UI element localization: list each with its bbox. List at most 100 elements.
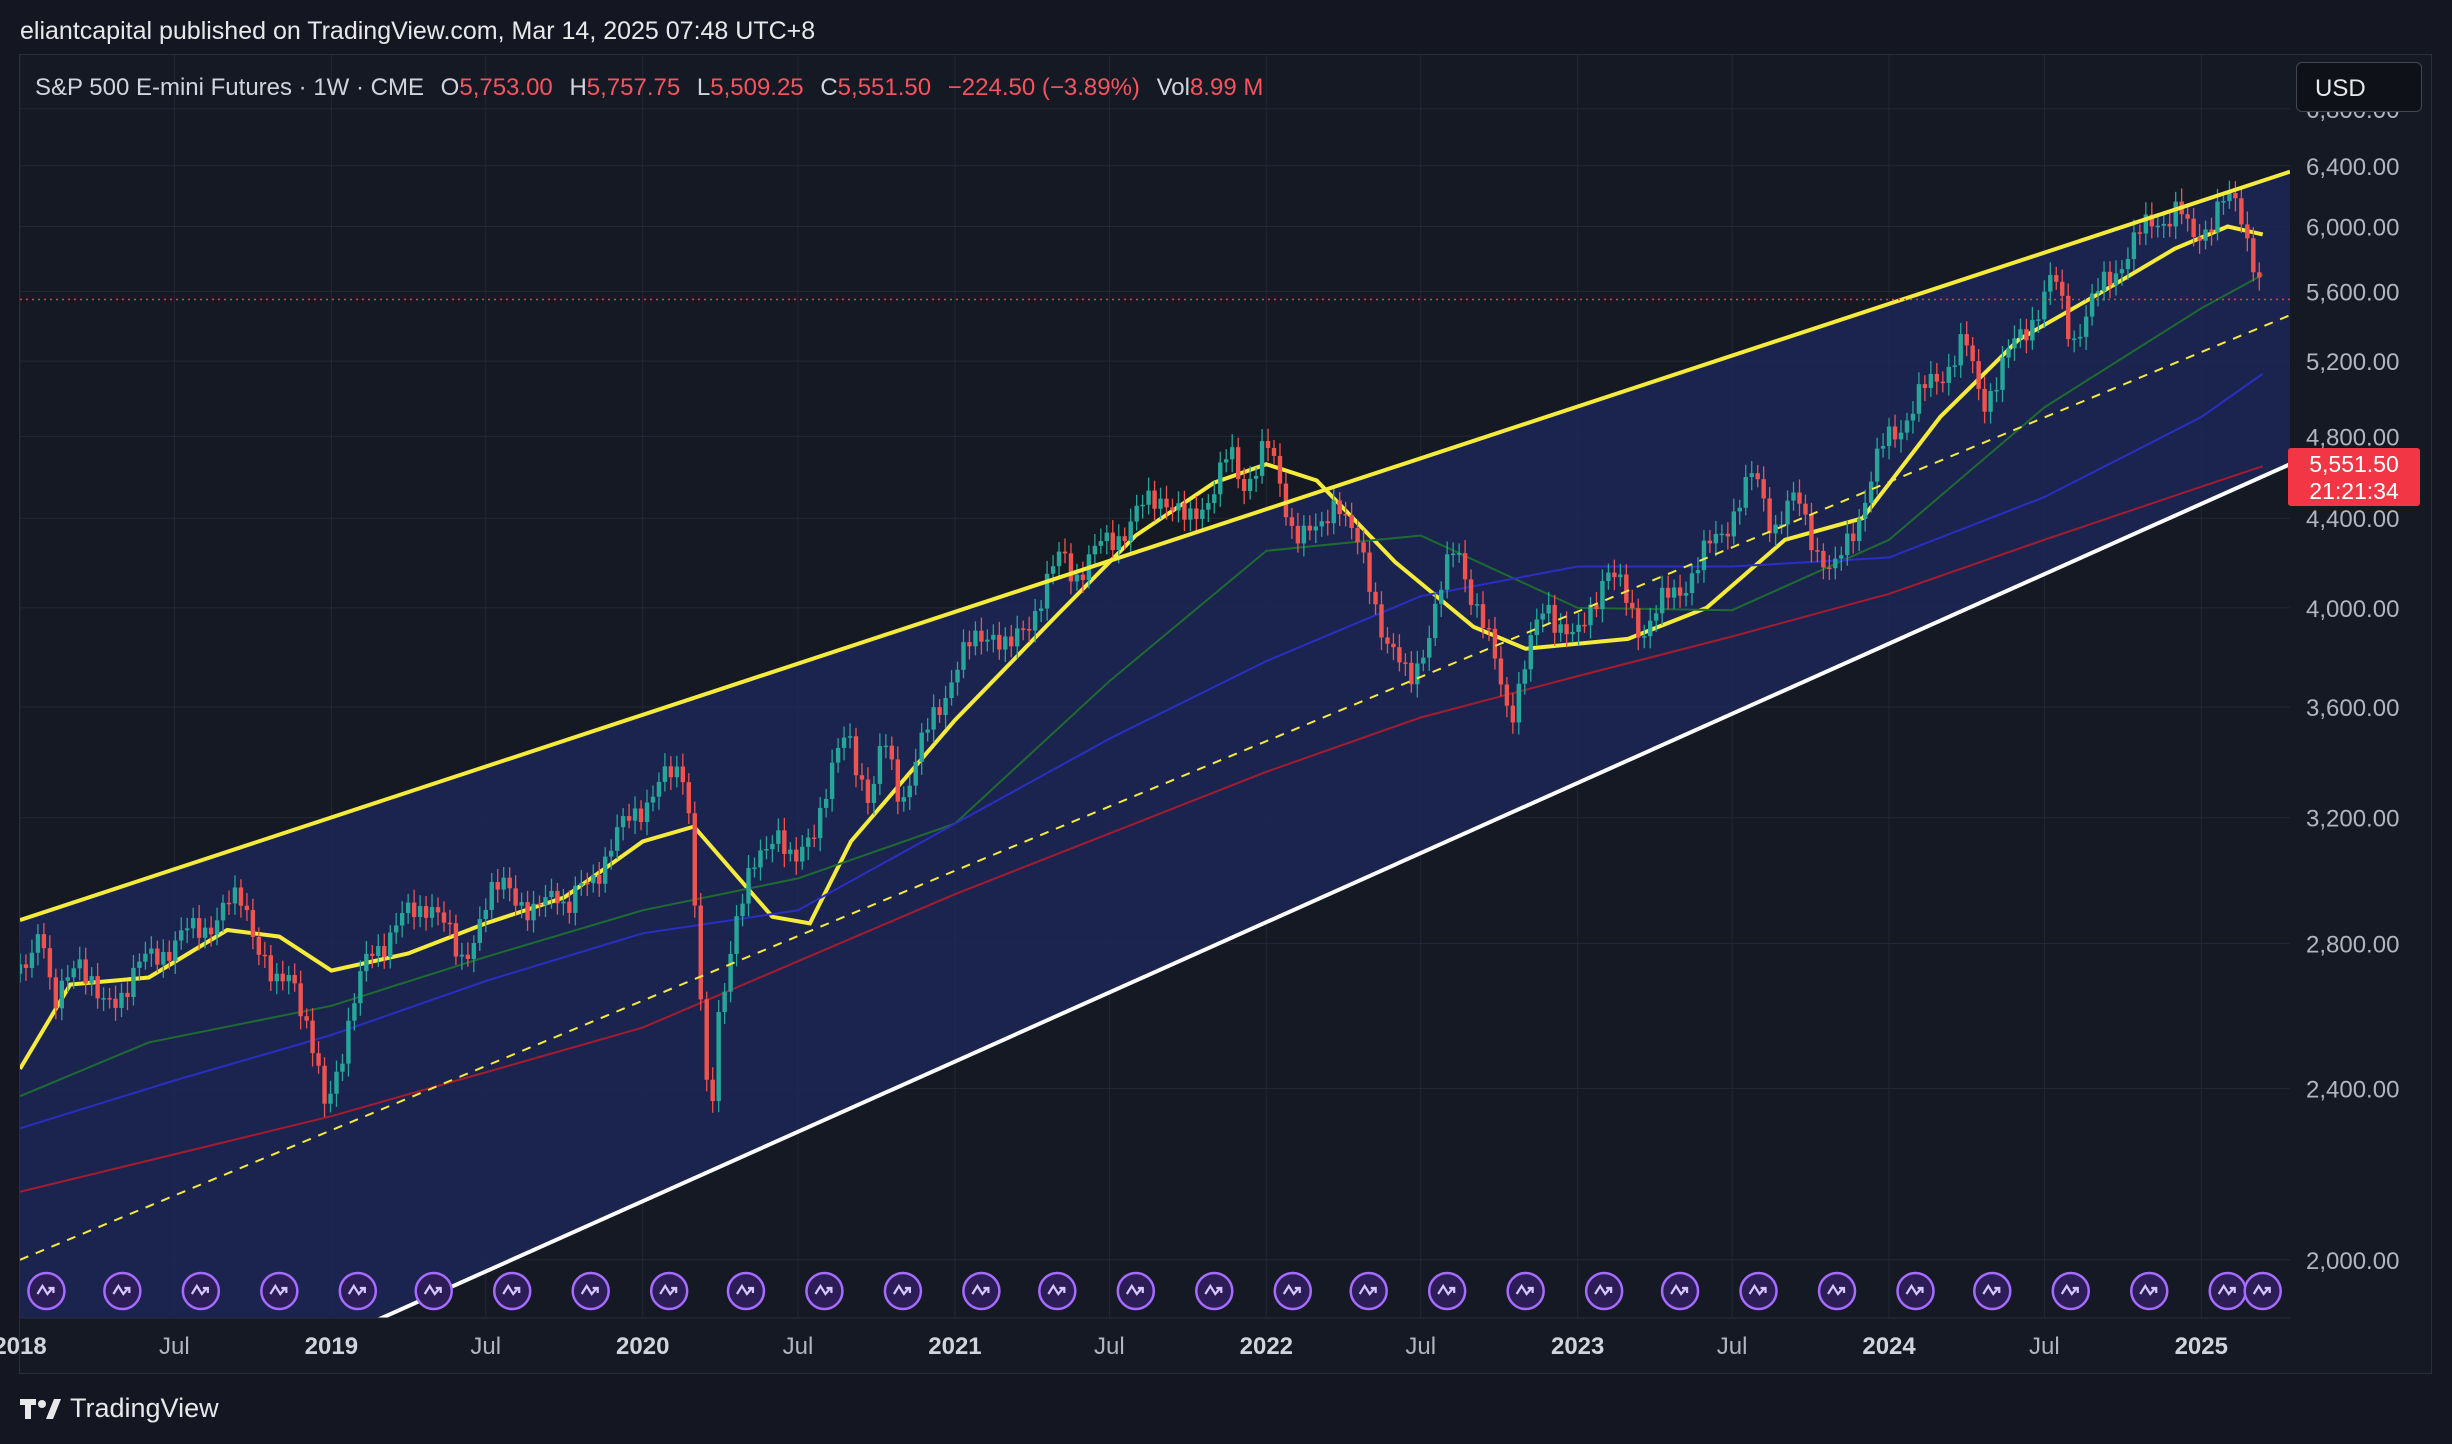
- footer: [0, 1374, 2452, 1444]
- candle-body: [286, 975, 291, 982]
- candle-body: [1791, 492, 1796, 501]
- candle-body: [346, 1020, 351, 1064]
- close-label: C: [820, 74, 838, 101]
- candle-body: [806, 837, 811, 847]
- candle-body: [776, 830, 781, 844]
- candle-body: [692, 813, 697, 906]
- candle-body: [1301, 525, 1307, 544]
- candle-body: [244, 905, 250, 911]
- brand[interactable]: TradingView: [20, 1393, 219, 1424]
- candle-body: [2221, 201, 2226, 203]
- volume-value: 8.99 M: [1189, 74, 1264, 101]
- event-marker-icon: [883, 1271, 923, 1311]
- candle-body: [435, 907, 441, 913]
- candle-body: [388, 932, 393, 957]
- candle-body: [620, 816, 626, 828]
- candle-body: [1857, 518, 1862, 542]
- price-chart[interactable]: 2,000.00 2,400.00 2,800.00 3,200.00 3,600.00…: [0, 0, 2452, 1374]
- candle-body: [794, 849, 799, 862]
- candle-body: [865, 779, 871, 803]
- event-marker-icon: [1739, 1271, 1778, 1311]
- candle-body: [561, 901, 566, 904]
- event-marker-icon: [103, 1271, 142, 1311]
- y-tick-label: 2,000.00: [2306, 1248, 2399, 1275]
- candle-body: [1540, 613, 1545, 620]
- candle-body: [513, 888, 518, 906]
- candle-body: [1397, 647, 1402, 663]
- candle-body: [788, 849, 793, 854]
- candle-body: [1146, 490, 1151, 505]
- candle-body: [2006, 348, 2011, 358]
- candle-body: [716, 1011, 721, 1102]
- event-marker-icon: [2208, 1271, 2247, 1311]
- candle-body: [1188, 508, 1193, 520]
- candle-body: [1200, 509, 1205, 520]
- top-bar: eliantcapital published on TradingView.c…: [0, 0, 2452, 54]
- candle-body: [1253, 475, 1259, 479]
- channel-fill: [20, 171, 2290, 1318]
- candle-body: [1098, 541, 1104, 546]
- candle-body: [591, 874, 596, 884]
- event-marker-glyph: [1670, 1283, 1689, 1296]
- candle-body: [71, 968, 76, 978]
- y-tick-label: 2,800.00: [2306, 931, 2399, 958]
- candle-body: [1343, 514, 1348, 516]
- candle-body: [1218, 462, 1223, 495]
- candle-body: [1271, 447, 1277, 456]
- candle-body: [752, 867, 757, 869]
- event-marker-glyph: [2139, 1283, 2158, 1296]
- x-tick-label: Jul: [2029, 1333, 2060, 1360]
- x-tick-label: 2019: [305, 1333, 358, 1360]
- symbol-legend: S&P 500 E-mini Futures · 1W · CME O5,753…: [35, 74, 1263, 102]
- candle-body: [1618, 574, 1623, 578]
- candle-body: [167, 951, 172, 961]
- candle-body: [376, 946, 381, 956]
- event-marker-icon: [726, 1271, 766, 1311]
- candle-body: [632, 808, 638, 821]
- moving-averages: [20, 224, 2264, 1193]
- candle-body: [913, 761, 918, 786]
- candle-body: [310, 1020, 315, 1054]
- candle-body: [1743, 477, 1748, 508]
- candle-body: [961, 642, 966, 670]
- candle-body: [131, 967, 136, 998]
- candle-body: [1277, 455, 1283, 484]
- currency-button[interactable]: USD: [2296, 62, 2422, 112]
- candle-body: [1600, 581, 1605, 610]
- candle-body: [429, 907, 435, 918]
- candle-body: [662, 766, 668, 782]
- candle-body: [1528, 635, 1533, 670]
- x-tick-label: 2022: [1240, 1333, 1293, 1360]
- candle-body: [447, 922, 453, 925]
- candle-body: [889, 745, 895, 760]
- candle-body: [937, 707, 942, 715]
- symbol-name[interactable]: S&P 500 E-mini Futures · 1W · CME: [35, 74, 424, 101]
- candle-body: [2012, 338, 2017, 349]
- candle-body: [1074, 574, 1080, 582]
- candle-body: [698, 905, 703, 1000]
- candle-body: [340, 1063, 345, 1072]
- candle-body: [352, 1003, 357, 1021]
- candle-body: [358, 971, 363, 1004]
- channel-support-line: [376, 462, 2290, 1318]
- x-tick-label: 2023: [1551, 1333, 1604, 1360]
- open-label: O: [440, 74, 460, 101]
- candle-body: [1970, 345, 1975, 362]
- candle-body: [2137, 232, 2143, 234]
- event-marker-glyph: [1748, 1283, 1767, 1296]
- candle-body: [1564, 624, 1569, 635]
- candle-body: [608, 850, 614, 857]
- candle-body: [907, 785, 912, 798]
- candle-body: [1152, 490, 1157, 509]
- candle-body: [1194, 508, 1199, 520]
- candle-body: [1009, 636, 1014, 647]
- candle-body: [1128, 521, 1133, 542]
- candle-body: [2125, 259, 2131, 270]
- candle-body: [35, 934, 41, 953]
- candle-body: [1176, 503, 1181, 511]
- candle-body: [549, 890, 554, 898]
- candle-body: [1755, 473, 1760, 480]
- candle-body: [185, 928, 190, 931]
- candle-body: [1803, 503, 1808, 515]
- candle-body: [1361, 542, 1366, 553]
